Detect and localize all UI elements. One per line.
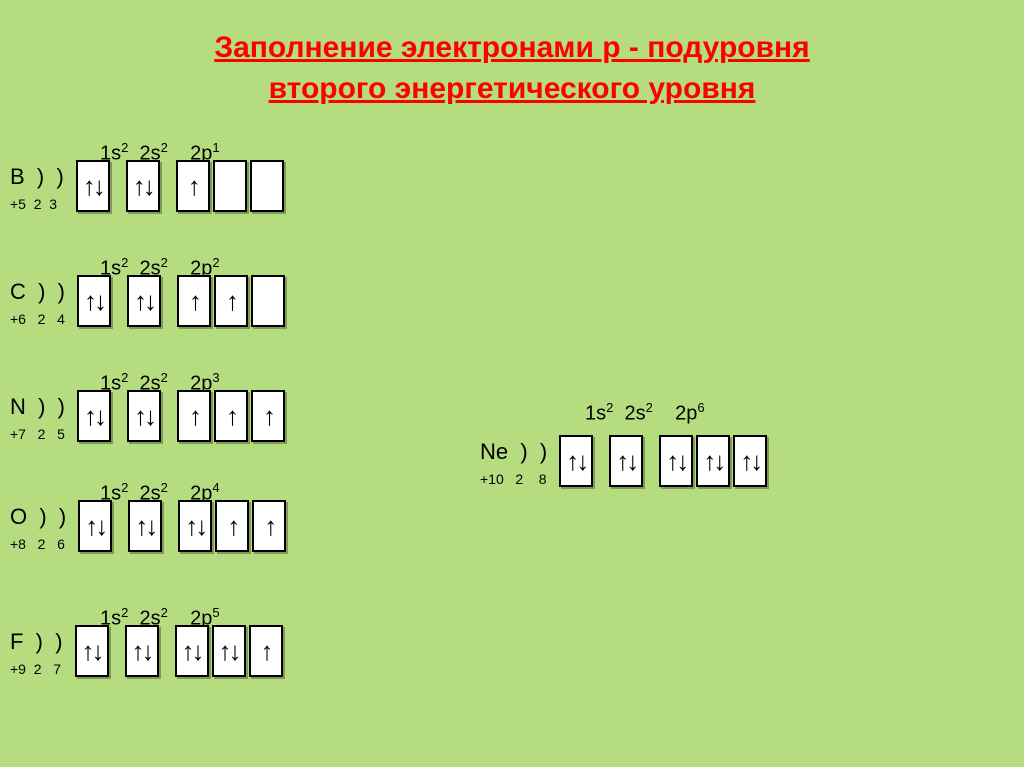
orbital-set: ↑↓	[128, 500, 162, 552]
element-info: +8 2 6	[10, 536, 66, 552]
orbital-set: ↑↓↑↑	[178, 500, 286, 552]
orbital-set: ↑↓↑↓↑	[175, 625, 283, 677]
orbital-box: ↑↓	[76, 160, 110, 212]
orbital-box: ↑↓	[609, 435, 643, 487]
orbital-box	[251, 275, 285, 327]
orbital-set: ↑↓	[77, 275, 111, 327]
element-row: O ) )+8 2 6↑↓↑↓↑↓↑↑	[10, 500, 286, 552]
orbital-box: ↑↓	[178, 500, 212, 552]
element-row: Ne ) )+10 2 8↑↓↑↓↑↓↑↓↑↓	[480, 435, 767, 487]
orbital-box: ↑↓	[77, 275, 111, 327]
orbital-box: ↑↓	[559, 435, 593, 487]
orbital-set: ↑↓	[77, 390, 111, 442]
element-info: +7 2 5	[10, 426, 65, 442]
element-label: O ) ) +8 2 6	[10, 504, 66, 552]
orbital-box: ↑	[176, 160, 210, 212]
title-line-1: Заполнение электронами p - подуровня	[214, 31, 809, 64]
title-line-2: второго энергетического уровня	[269, 72, 756, 105]
orbital-set: ↑↑↑	[177, 390, 285, 442]
orbital-group: ↑↓↑↓↑↓↑↓↑↓	[559, 435, 767, 487]
orbital-set: ↑↓	[76, 160, 110, 212]
electron-config-label: 1s2 2s2 2p6	[585, 400, 705, 426]
orbital-box: ↑↓	[75, 625, 109, 677]
orbital-box: ↑↓	[128, 500, 162, 552]
orbital-box: ↑	[177, 275, 211, 327]
element-label: B ) ) +5 2 3	[10, 164, 64, 212]
orbital-set: ↑↓	[75, 625, 109, 677]
element-label: C ) ) +6 2 4	[10, 279, 65, 327]
element-info: +6 2 4	[10, 311, 65, 327]
orbital-box: ↑	[214, 390, 248, 442]
orbital-box: ↑	[251, 390, 285, 442]
orbital-box: ↑↓	[175, 625, 209, 677]
orbital-set: ↑↓	[127, 275, 161, 327]
element-row: C ) ) +6 2 4 ↑↓ ↑↓ ↑↑	[10, 275, 285, 327]
element-info: +9 2 7	[10, 661, 63, 677]
orbital-box: ↑↓	[126, 160, 160, 212]
element-label: N ) ) +7 2 5	[10, 394, 65, 442]
orbital-set: ↑↓	[127, 390, 161, 442]
orbital-box: ↑↓	[659, 435, 693, 487]
orbital-set: ↑↓	[559, 435, 593, 487]
element-row: B ) ) +5 2 3 ↑↓ ↑↓ ↑	[10, 160, 284, 212]
orbital-box	[250, 160, 284, 212]
orbital-box: ↑	[215, 500, 249, 552]
orbital-set: ↑↓↑↓↑↓	[659, 435, 767, 487]
orbital-set: ↑	[176, 160, 284, 212]
orbital-box: ↑	[177, 390, 211, 442]
element-row: F ) )+9 2 7↑↓↑↓↑↓↑↓↑	[10, 625, 283, 677]
element-row: N ) )+7 2 5↑↓↑↓↑↑↑	[10, 390, 285, 442]
element-label: F ) ) +9 2 7	[10, 629, 63, 677]
element-symbol: F ) )	[10, 629, 63, 655]
orbital-set: ↑↑	[177, 275, 285, 327]
orbital-box: ↑	[252, 500, 286, 552]
element-symbol: Ne ) )	[480, 439, 547, 465]
element-symbol: C ) )	[10, 279, 65, 305]
orbital-box: ↑↓	[77, 390, 111, 442]
orbital-box: ↑	[214, 275, 248, 327]
element-symbol: N ) )	[10, 394, 65, 420]
orbital-box: ↑↓	[127, 390, 161, 442]
orbital-set: ↑↓	[125, 625, 159, 677]
orbital-box	[213, 160, 247, 212]
orbital-set: ↑↓	[126, 160, 160, 212]
orbital-box: ↑↓	[78, 500, 112, 552]
orbital-box: ↑↓	[212, 625, 246, 677]
orbital-set: ↑↓	[78, 500, 112, 552]
page-title: Заполнение электронами p - подуровня вто…	[0, 0, 1024, 109]
orbital-box: ↑↓	[125, 625, 159, 677]
element-symbol: O ) )	[10, 504, 66, 530]
orbital-box: ↑	[249, 625, 283, 677]
element-info: +10 2 8	[480, 471, 547, 487]
element-symbol: B ) )	[10, 164, 64, 190]
orbital-group: ↑↓↑↓↑↓↑↓↑	[75, 625, 283, 677]
element-label: Ne ) ) +10 2 8	[480, 439, 547, 487]
element-info: +5 2 3	[10, 196, 64, 212]
orbital-set: ↑↓	[609, 435, 643, 487]
orbital-group: ↑↓↑↓↑↑↑	[77, 390, 285, 442]
orbital-group: ↑↓ ↑↓ ↑↑	[77, 275, 285, 327]
orbital-box: ↑↓	[696, 435, 730, 487]
orbital-box: ↑↓	[127, 275, 161, 327]
orbital-group: ↑↓↑↓↑↓↑↑	[78, 500, 286, 552]
orbital-box: ↑↓	[733, 435, 767, 487]
orbital-group: ↑↓ ↑↓ ↑	[76, 160, 284, 212]
